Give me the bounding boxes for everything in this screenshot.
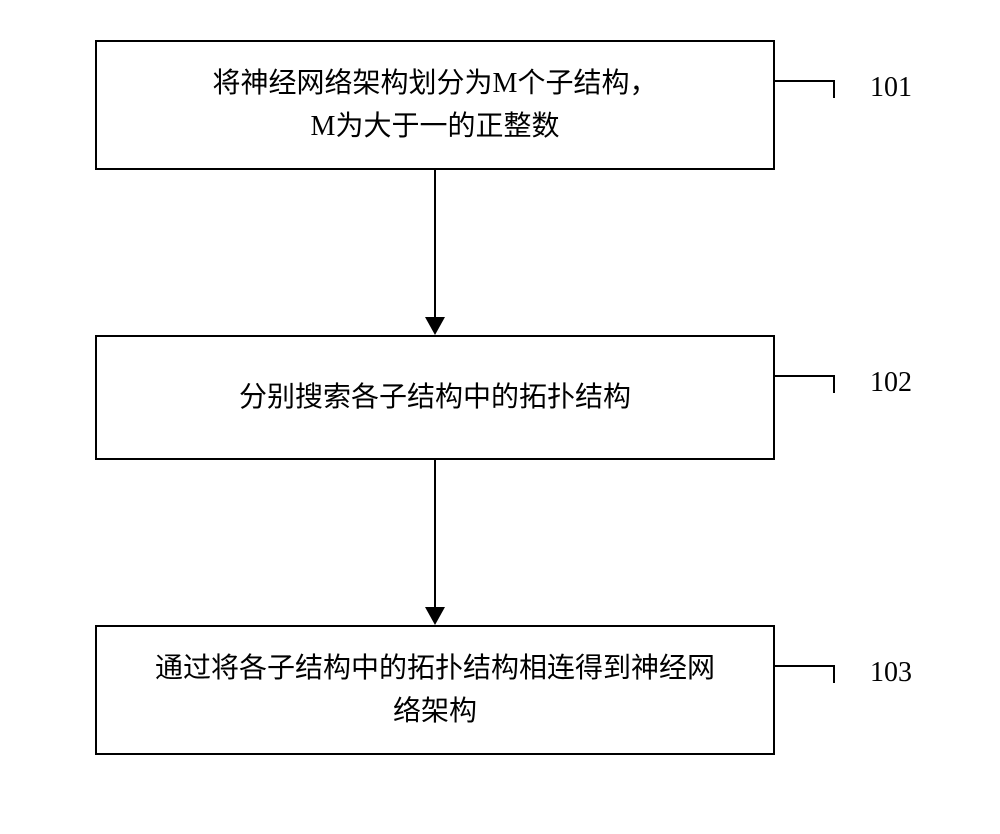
arrow-1-to-2-head	[425, 317, 445, 335]
arrow-2-to-3-head	[425, 607, 445, 625]
flowchart-step-1: 将神经网络架构划分为M个子结构， M为大于一的正整数	[95, 40, 775, 170]
flowchart-step-1-text: 将神经网络架构划分为M个子结构， M为大于一的正整数	[213, 62, 658, 149]
step-1-connector-v	[833, 80, 835, 98]
flowchart-step-2-text: 分别搜索各子结构中的拓扑结构	[239, 376, 631, 419]
flowchart-canvas: 将神经网络架构划分为M个子结构， M为大于一的正整数 101 分别搜索各子结构中…	[0, 0, 1000, 834]
arrow-1-to-2-shaft	[434, 170, 436, 317]
step-2-label: 102	[870, 367, 912, 399]
flowchart-step-3-text: 通过将各子结构中的拓扑结构相连得到神经网 络架构	[155, 647, 715, 734]
step-3-connector-h	[775, 665, 835, 667]
step-2-connector-h	[775, 375, 835, 377]
flowchart-step-2: 分别搜索各子结构中的拓扑结构	[95, 335, 775, 460]
step-3-connector-v	[833, 665, 835, 683]
step-2-connector-v	[833, 375, 835, 393]
flowchart-step-3: 通过将各子结构中的拓扑结构相连得到神经网 络架构	[95, 625, 775, 755]
step-3-label: 103	[870, 657, 912, 689]
step-1-label: 101	[870, 72, 912, 104]
arrow-2-to-3-shaft	[434, 460, 436, 607]
step-1-connector-h	[775, 80, 835, 82]
